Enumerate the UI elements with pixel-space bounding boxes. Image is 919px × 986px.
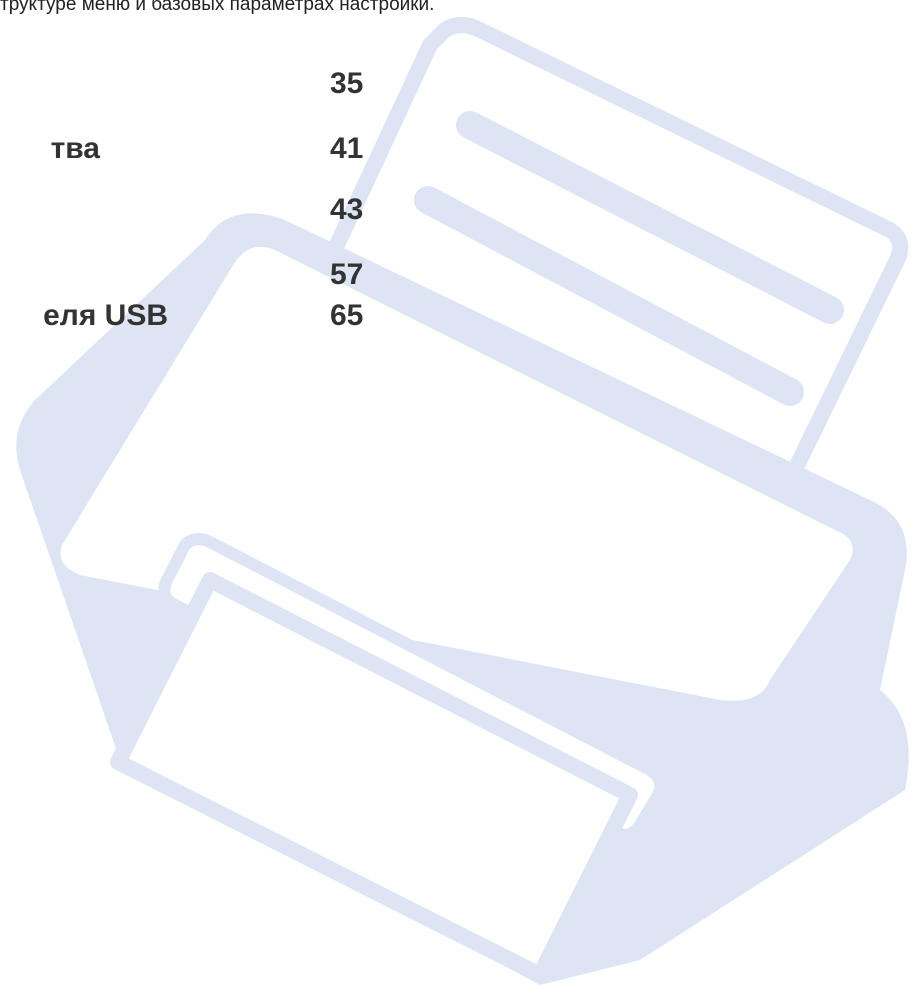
toc-title: еля USB [43, 299, 168, 332]
intro-text: труктуре меню и базовых параметрах настр… [0, 0, 434, 15]
toc-page: 65 [330, 299, 363, 332]
toc-page: 35 [330, 67, 363, 100]
document: труктуре меню и базовых параметрах настр… [0, 0, 919, 986]
toc-page: 57 [330, 258, 363, 291]
printer-illustration [16, 25, 908, 985]
toc-page: 43 [330, 193, 363, 226]
toc-page: 41 [330, 132, 363, 165]
toc-title: тва [51, 132, 101, 165]
page: труктуре меню и базовых параметрах настр… [0, 0, 919, 986]
